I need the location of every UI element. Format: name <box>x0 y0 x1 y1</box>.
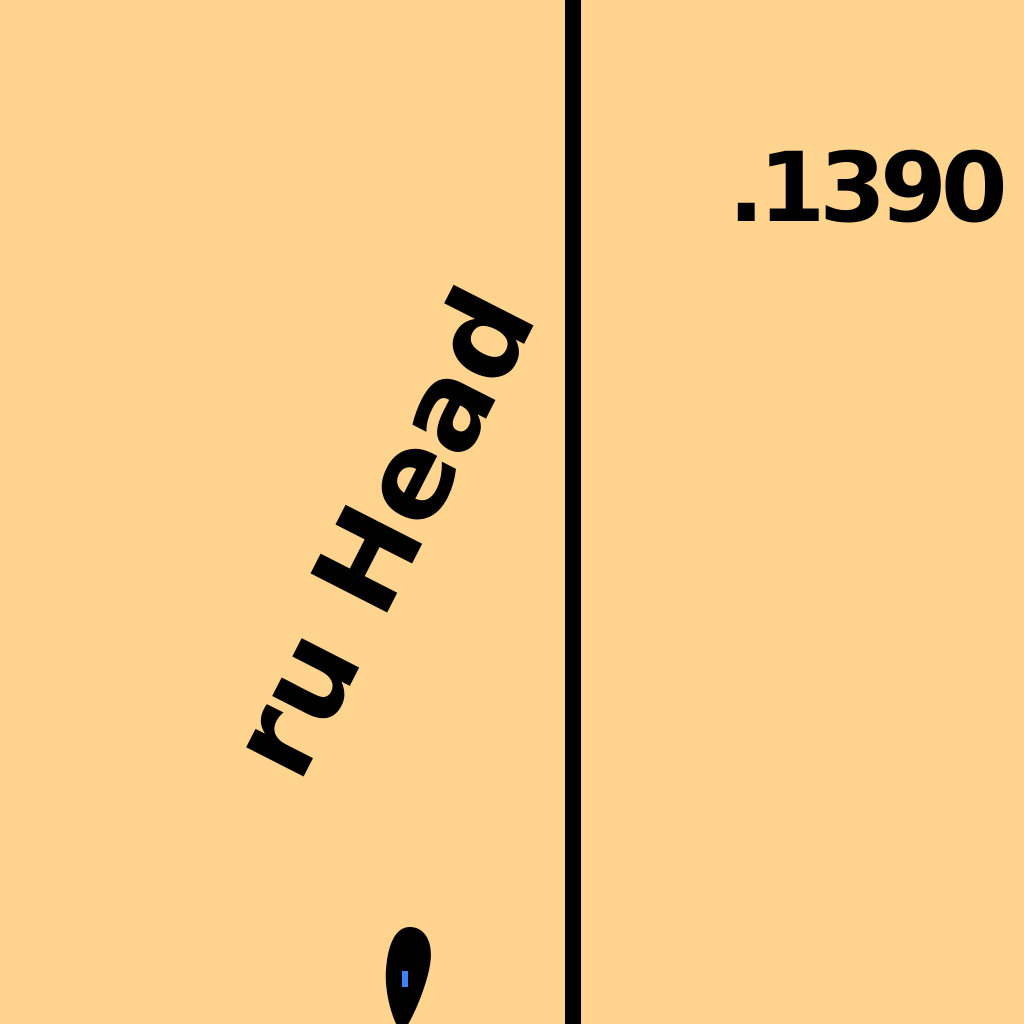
parcel-number-label: .1390 <box>728 132 1008 244</box>
boundary-line <box>565 0 581 1024</box>
location-pin-icon[interactable] <box>380 925 436 1024</box>
street-name-label: ru Head <box>201 266 563 799</box>
